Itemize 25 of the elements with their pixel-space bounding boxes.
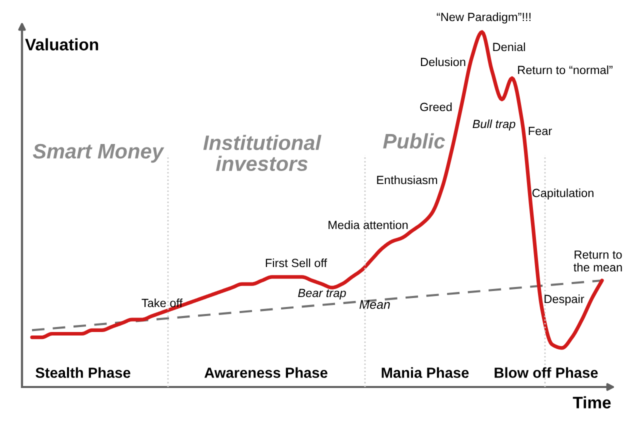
annotation: Blow off Phase <box>494 367 598 378</box>
annotation: Return to the mean <box>574 250 622 272</box>
annotation: Capitulation <box>532 188 594 200</box>
annotation: Mania Phase <box>382 367 469 378</box>
annotation: Smart Money <box>32 144 164 163</box>
annotation: Stealth Phase <box>36 367 130 378</box>
y-axis-title: Valuation <box>25 38 98 50</box>
annotation: Take off <box>142 298 183 308</box>
annotation: Delusion <box>421 58 466 66</box>
annotation: Awareness Phase <box>204 367 328 378</box>
annotation: Greed <box>420 102 452 112</box>
annotation: Bear trap <box>298 288 346 300</box>
annotation: Media attention <box>328 220 408 230</box>
annotation: Denial <box>493 42 525 52</box>
annotation: First Sell off <box>266 258 328 268</box>
series-label: Mean <box>360 300 390 309</box>
annotation: Institutional investors <box>203 134 322 172</box>
annotation: Return to “normal” <box>518 66 612 74</box>
text: “New Paradigm”!!! <box>436 12 530 24</box>
x-axis-title: Time <box>572 396 611 408</box>
annotation: Enthusiasm <box>377 176 438 184</box>
annotation: Despair <box>544 294 584 306</box>
annotation: Fear <box>528 126 552 136</box>
annotation: Public <box>383 133 445 149</box>
annotation: Bull trap <box>472 120 516 130</box>
